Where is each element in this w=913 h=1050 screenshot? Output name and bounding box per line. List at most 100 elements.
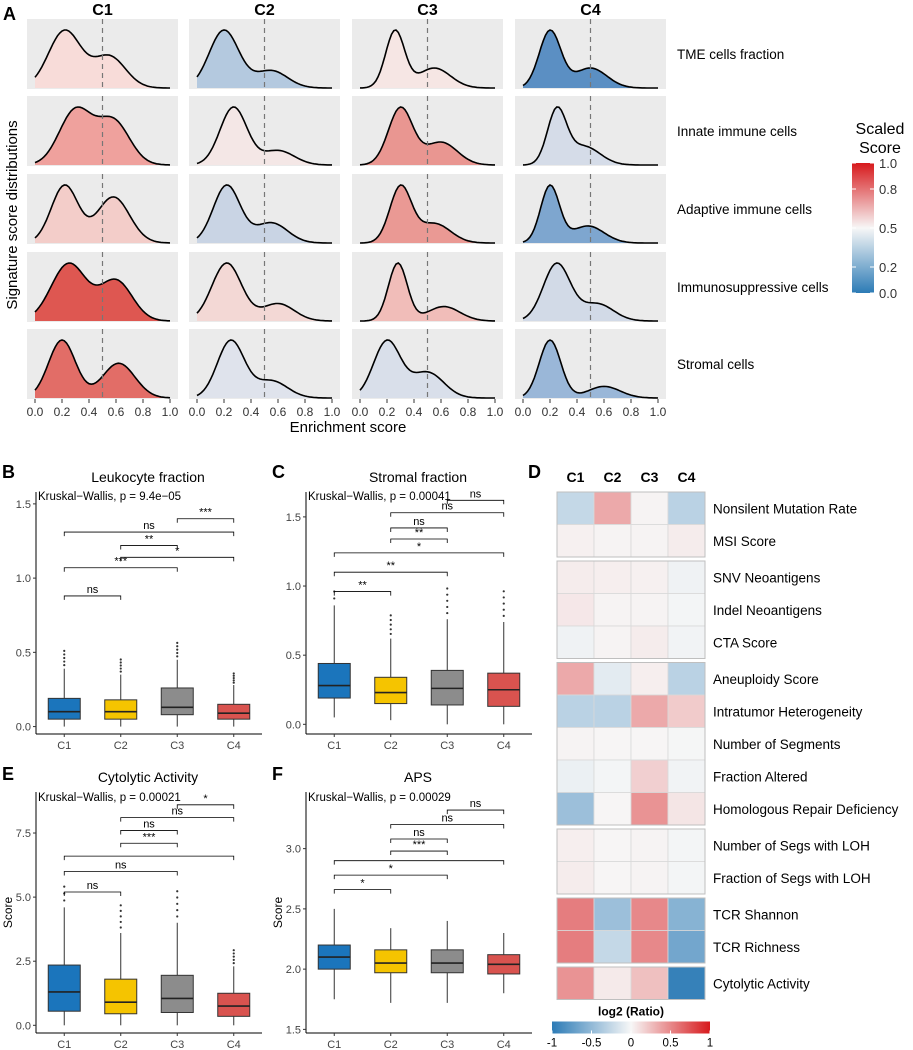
y-tick-label: 7.5 (16, 828, 31, 840)
density-area (197, 263, 332, 321)
x-tick-label: 0.6 (270, 405, 287, 419)
heatmap-cell (593, 792, 632, 826)
heatmap-cell (630, 560, 669, 594)
heatmap-cell (630, 593, 669, 627)
significance-bracket (120, 545, 178, 550)
heatmap-cell (556, 828, 595, 862)
heatmap-cell (630, 625, 669, 659)
y-axis-label: Score (1, 897, 15, 929)
legend-title-line1: Scaled (856, 121, 905, 138)
heatmap-cell (667, 930, 706, 964)
significance-label: ns (143, 818, 155, 830)
boxplot-title: Stromal fraction (369, 469, 467, 485)
x-tick-label: 0.2 (216, 405, 233, 419)
outlier-point (176, 645, 179, 648)
outlier-point (119, 658, 122, 661)
outlier-point (63, 653, 66, 656)
significance-label: *** (199, 507, 213, 519)
heatmap-row-label: TCR Richness (713, 940, 800, 955)
panel-letter-a: A (3, 4, 16, 24)
legend-tick-label: 0.8 (879, 182, 897, 197)
outlier-point (63, 656, 66, 660)
density-panel (189, 19, 340, 89)
heatmap-legend-tick-label: -1 (547, 1038, 557, 1050)
x-tick-label: C2 (114, 1039, 128, 1050)
heatmap-cell (556, 593, 595, 627)
panel-letter-b: B (2, 462, 15, 482)
heatmap-legend-title: log2 (Ratio) (598, 1005, 664, 1019)
significance-bracket (333, 860, 505, 865)
heatmap-cell (593, 560, 632, 594)
outlier-point (176, 655, 179, 658)
significance-bracket (446, 499, 505, 505)
outlier-point (176, 641, 179, 644)
outlier-point (446, 593, 449, 596)
x-tick-label: 0.6 (108, 405, 125, 419)
outlier-point (176, 648, 179, 651)
significance-label: ** (415, 527, 424, 539)
outlier-point (176, 915, 179, 918)
significance-bracket (120, 842, 178, 848)
y-tick-label: 1.5 (286, 1024, 301, 1036)
density-area (523, 107, 658, 165)
heatmap-cell (667, 593, 706, 627)
box (374, 949, 408, 974)
y-tick-label: 0.0 (16, 722, 31, 734)
heatmap-cell (630, 759, 669, 793)
outlier-point (176, 890, 179, 893)
density-area (197, 340, 332, 398)
heatmap-group-border (556, 491, 706, 558)
row-label: TME cells fraction (677, 47, 784, 62)
density-curve (522, 184, 658, 244)
heatmap-row-label: Indel Neoantigens (713, 603, 822, 618)
significance-label: ns (115, 859, 127, 871)
heatmap-cell (556, 861, 595, 895)
heatmap-row-label: Number of Segments (713, 737, 841, 752)
boxplot-panel: Stromal fraction Kruskal−Wallis, p = 0.00… (286, 469, 532, 752)
boxplot-panel: APS Kruskal−Wallis, p = 0.00029 1.5 2.0 2.5 3… (271, 769, 532, 1050)
outlier-point (389, 628, 392, 631)
kruskal-wallis-stat: Kruskal−Wallis, p = 0.00029 (308, 792, 451, 804)
x-tick-label: C1 (327, 740, 341, 752)
heatmap-cell (556, 930, 595, 964)
outlier-point (232, 958, 235, 961)
density-curve (522, 339, 659, 399)
significance-bracket (333, 874, 448, 880)
heatmap-cell (593, 694, 632, 728)
x-tick-label: 1.0 (162, 405, 179, 419)
significance-bracket (333, 591, 392, 596)
density-panel (189, 96, 340, 166)
density-panel (27, 96, 178, 166)
heatmap-legend-tick-label: 0.5 (663, 1038, 679, 1050)
x-tick-label: 0.6 (596, 405, 613, 419)
significance-bracket (63, 531, 235, 537)
x-tick-label: C4 (497, 1039, 511, 1050)
significance-bracket (63, 567, 178, 572)
heatmap-row-label: Aneuploidy Score (713, 672, 819, 687)
heatmap-row-label: MSI Score (713, 534, 776, 549)
x-tick-label: C4 (227, 1039, 241, 1050)
heatmap-row-label: Cytolytic Activity (713, 976, 810, 991)
density-curve (522, 262, 658, 322)
outlier-point (119, 664, 122, 667)
significance-label: * (175, 545, 180, 557)
x-tick-label: 0.4 (569, 405, 586, 419)
significance-bracket (390, 850, 448, 856)
density-panel (352, 96, 503, 166)
heatmap-cell (593, 625, 632, 659)
heatmap-column-label: C3 (641, 469, 659, 485)
y-tick-label: 0.5 (286, 650, 301, 662)
y-tick-label: 1.5 (286, 512, 301, 524)
heatmap-cell (630, 792, 669, 826)
significance-bracket (333, 552, 505, 557)
density-panel: 0.0 0.2 0.4 0.6 0.8 1.0 (515, 329, 667, 419)
density-area (360, 185, 495, 243)
heatmap-cell (667, 727, 706, 761)
x-tick-label: 0.8 (297, 405, 314, 419)
outlier-point (119, 667, 122, 670)
panel-a-xlabel: Enrichment score (290, 419, 407, 436)
density-panel (515, 252, 666, 322)
outlier-point (119, 915, 122, 918)
density-area (360, 30, 495, 88)
